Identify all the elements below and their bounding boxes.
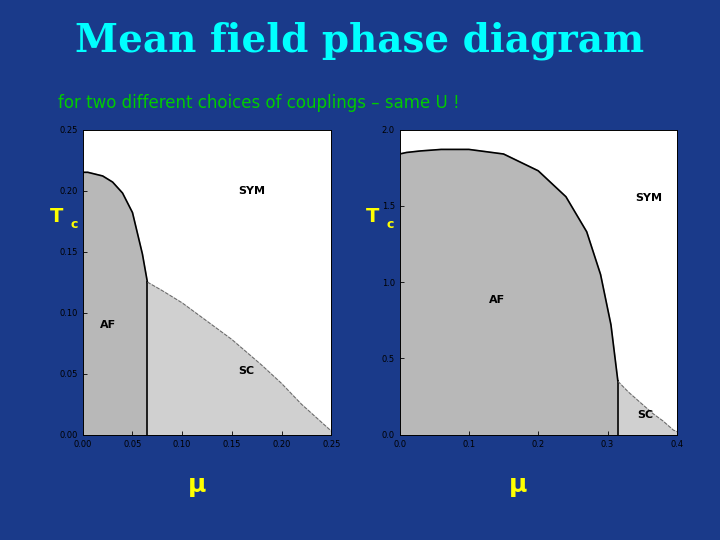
Text: T: T <box>50 206 63 226</box>
Text: T: T <box>366 206 379 226</box>
Text: SC: SC <box>239 366 255 376</box>
Text: AF: AF <box>99 320 116 330</box>
Text: SYM: SYM <box>636 193 662 203</box>
Polygon shape <box>400 150 618 435</box>
Text: μ: μ <box>188 474 207 497</box>
Text: μ: μ <box>508 474 527 497</box>
Text: c: c <box>387 218 395 232</box>
Text: for two different choices of couplings – same U !: for two different choices of couplings –… <box>58 94 459 112</box>
Text: SYM: SYM <box>238 186 265 195</box>
Text: Mean field phase diagram: Mean field phase diagram <box>76 22 644 60</box>
Text: c: c <box>71 218 78 232</box>
Polygon shape <box>618 381 684 435</box>
Text: AF: AF <box>489 295 505 306</box>
Polygon shape <box>83 172 148 435</box>
Text: SC: SC <box>637 410 654 420</box>
Polygon shape <box>148 282 331 435</box>
